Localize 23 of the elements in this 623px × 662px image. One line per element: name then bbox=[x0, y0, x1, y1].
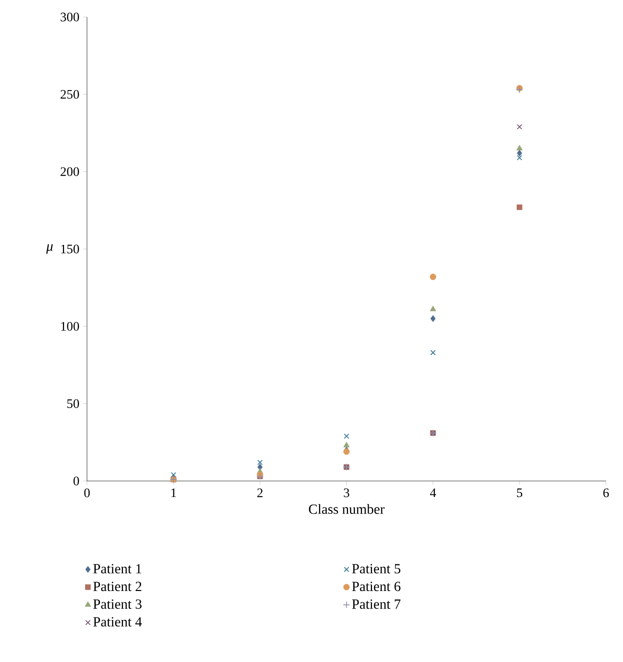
legend-label: Patient 4 bbox=[93, 617, 142, 627]
legend-label: Patient 7 bbox=[352, 599, 400, 609]
legend-label: Patient 3 bbox=[93, 599, 142, 609]
legend-label: Patient 1 bbox=[93, 564, 142, 574]
y-tick-label: 100 bbox=[61, 322, 80, 331]
x-tick-label: 5 bbox=[517, 488, 522, 498]
x-tick-label: 4 bbox=[430, 488, 436, 498]
y-tick-label: 0 bbox=[74, 476, 80, 486]
x-tick-label: 0 bbox=[84, 488, 90, 498]
x-axis-title: Class number bbox=[308, 504, 385, 514]
x-tick-label: 3 bbox=[344, 488, 350, 498]
y-axis-title: μ bbox=[46, 244, 53, 254]
x-tick-label: 6 bbox=[603, 488, 609, 498]
y-tick-label: 250 bbox=[60, 90, 80, 99]
legend-label: Patient 2 bbox=[93, 582, 142, 592]
legend-label: Patient 5 bbox=[352, 564, 400, 574]
y-tick-label: 300 bbox=[60, 12, 80, 22]
legend-label: Patient 6 bbox=[352, 582, 400, 592]
y-tick-label: 50 bbox=[67, 399, 80, 408]
x-tick-label: 2 bbox=[257, 488, 263, 498]
y-tick-label: 200 bbox=[60, 167, 80, 176]
y-tick-label: 150 bbox=[61, 244, 80, 254]
x-tick-label: 1 bbox=[171, 488, 176, 498]
